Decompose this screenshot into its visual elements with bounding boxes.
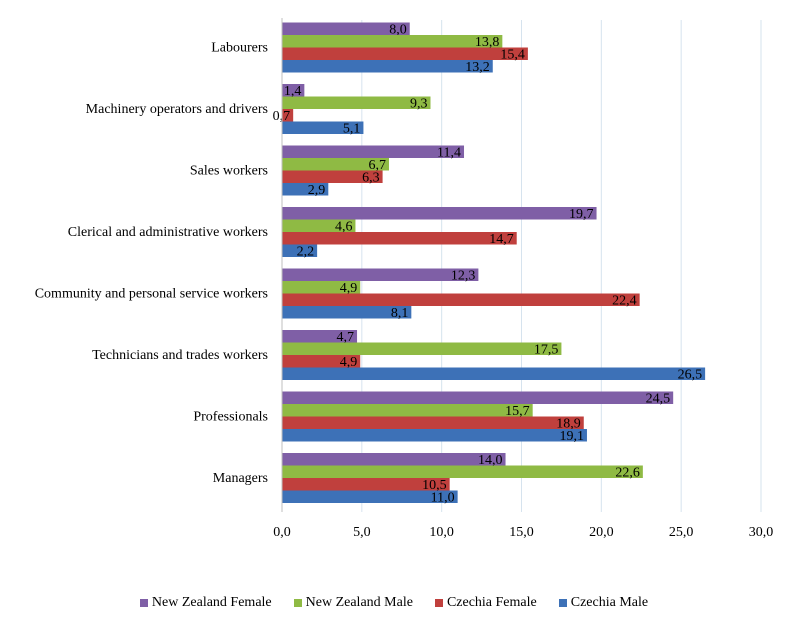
bar	[282, 281, 361, 294]
bar	[282, 367, 706, 380]
bar-value-label: 4,6	[335, 220, 353, 235]
bar-value-label: 24,5	[646, 392, 671, 407]
bar	[282, 293, 640, 306]
category-label: Professionals	[193, 410, 268, 425]
bar	[282, 158, 389, 171]
bar-value-label: 26,5	[678, 368, 703, 383]
bar	[282, 306, 412, 319]
legend-item-nz-female: New Zealand Female	[139, 595, 272, 611]
bar-value-label: 5,1	[343, 122, 361, 137]
category-label: Labourers	[211, 41, 268, 56]
bar	[282, 84, 305, 97]
bar-value-label: 1,4	[284, 84, 302, 99]
category-label: Machinery operators and drivers	[86, 102, 268, 117]
category-label: Technicians and trades workers	[92, 348, 268, 363]
bar-value-label: 0,7	[273, 109, 291, 124]
bar-value-label: 19,1	[559, 429, 584, 444]
bar	[282, 109, 294, 122]
category-label: Sales workers	[190, 164, 268, 179]
bar-value-label: 22,4	[612, 294, 637, 309]
bar-value-label: 14,0	[478, 453, 503, 468]
bar-value-label: 2,9	[308, 183, 326, 198]
bar-value-label: 8,0	[389, 23, 407, 38]
legend: New Zealand Female New Zealand Male Czec…	[0, 592, 788, 614]
legend-label: Czechia Male	[570, 595, 649, 610]
bar	[282, 232, 517, 245]
bar	[282, 268, 479, 281]
x-tick-label: 20,0	[589, 525, 614, 540]
bar-value-label: 4,7	[337, 330, 355, 345]
x-tick-label: 25,0	[669, 525, 694, 540]
legend-label: New Zealand Male	[305, 595, 413, 610]
category-label: Clerical and administrative workers	[68, 225, 268, 240]
bar	[282, 219, 356, 232]
legend-swatch	[434, 599, 443, 607]
legend-item-nz-male: New Zealand Male	[293, 595, 413, 611]
bar	[282, 429, 587, 442]
bar	[282, 342, 562, 355]
bar-value-label: 10,5	[422, 478, 447, 493]
bar	[282, 121, 364, 134]
bar-value-label: 15,7	[505, 404, 530, 419]
bar	[282, 330, 358, 343]
bar	[282, 22, 410, 35]
bar-value-label: 11,0	[431, 491, 455, 506]
x-tick-label: 5,0	[353, 525, 371, 540]
bar	[282, 183, 329, 196]
bar-value-label: 13,8	[475, 35, 500, 50]
bar-value-label: 13,2	[465, 60, 490, 75]
bar-value-label: 9,3	[410, 97, 428, 112]
bar	[282, 453, 506, 466]
bar-chart: 8,0 13,815,4 13,2 Labourers 1,4 9,3 0,7 5,1 Mach…	[35, 18, 774, 540]
bar-value-label: 18,9	[556, 417, 581, 432]
bar	[282, 416, 584, 429]
bar-value-label: 15,4	[500, 48, 525, 63]
bar-value-label: 11,4	[437, 146, 461, 161]
bar	[282, 47, 528, 60]
bar-value-label: 4,9	[340, 355, 358, 370]
bar	[282, 35, 503, 48]
category-label: Managers	[213, 471, 268, 486]
legend-item-cz-male: Czechia Male	[558, 595, 649, 611]
bar	[282, 170, 383, 183]
bar-value-label: 12,3	[451, 269, 476, 284]
bar	[282, 96, 431, 109]
bar-value-label: 6,7	[368, 158, 386, 173]
bar-value-label: 19,7	[569, 207, 594, 222]
legend-swatch	[139, 599, 148, 607]
bar	[282, 355, 361, 368]
bar	[282, 60, 493, 73]
bar-value-label: 6,3	[362, 171, 380, 186]
legend-swatch	[293, 599, 302, 607]
bar-value-label: 2,2	[297, 245, 315, 260]
x-tick-label: 30,0	[749, 525, 774, 540]
x-tick-label: 10,0	[429, 525, 454, 540]
bar	[282, 490, 458, 503]
bar-value-label: 14,7	[489, 232, 514, 247]
legend-label: New Zealand Female	[151, 595, 272, 610]
bar-value-label: 4,9	[340, 281, 358, 296]
bar	[282, 465, 643, 478]
legend-swatch	[558, 599, 567, 607]
bar-value-label: 22,6	[615, 466, 640, 481]
legend-item-cz-female: Czechia Female	[434, 595, 537, 611]
bar-value-label: 17,5	[534, 343, 559, 358]
x-tick-label: 0,0	[273, 525, 291, 540]
bar	[282, 404, 533, 417]
bar	[282, 391, 674, 404]
bar-value-label: 8,1	[391, 306, 409, 321]
bar	[282, 145, 465, 158]
bar	[282, 207, 597, 220]
category-label: Community and personal service workers	[35, 287, 268, 302]
x-tick-label: 15,0	[509, 525, 534, 540]
bar	[282, 244, 318, 257]
legend-label: Czechia Female	[446, 595, 537, 610]
bar	[282, 478, 450, 491]
